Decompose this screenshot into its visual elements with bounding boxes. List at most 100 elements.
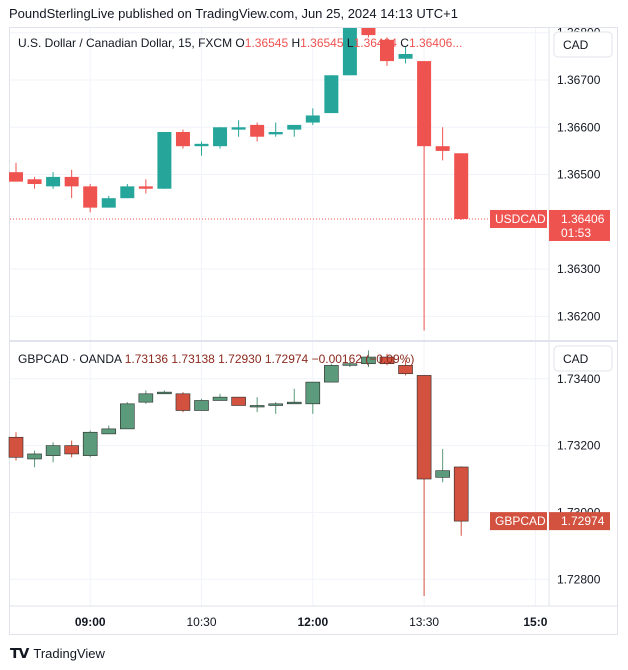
- candle-body: [417, 61, 432, 147]
- candle-body: [157, 132, 172, 189]
- currency-label: CAD: [563, 38, 589, 52]
- candle-body: [324, 75, 339, 114]
- candle-body: [305, 115, 320, 123]
- last-price-value: 1.72974: [561, 514, 605, 528]
- symbol-tag: [490, 209, 547, 228]
- x-tick-label: 10:30: [186, 615, 216, 629]
- legend-label: C: [397, 36, 409, 50]
- candle-body: [101, 428, 117, 435]
- candle-body: [194, 400, 209, 411]
- legend-value: 1.36545: [245, 36, 289, 50]
- candle-body: [64, 445, 79, 455]
- legend-name: U.S. Dollar / Canadian Dollar, 15, FXCM: [18, 36, 232, 50]
- last-price-value: 1.36406: [561, 212, 605, 226]
- candle-body: [361, 356, 376, 365]
- legend-label: L: [344, 36, 354, 50]
- time-axis-corner: [549, 607, 617, 634]
- legend-label: O: [232, 36, 245, 50]
- candle-body: [380, 39, 394, 62]
- candle-body: [231, 127, 246, 130]
- candle-body: [175, 132, 190, 147]
- y-tick-label: 1.36600: [557, 120, 601, 134]
- candle-body: [194, 143, 209, 147]
- y-tick-label: 1.73200: [557, 439, 601, 453]
- candle-body: [231, 396, 246, 406]
- y-tick-label: 1.72800: [557, 572, 601, 586]
- candle-body: [138, 186, 153, 189]
- candle-body: [82, 431, 98, 456]
- candle-body: [268, 132, 283, 135]
- candle-body: [416, 375, 432, 480]
- chart-frame: [9, 27, 618, 635]
- currency-button: [553, 31, 613, 58]
- candle-body: [342, 28, 357, 76]
- legend-value: 1.36545: [300, 36, 344, 50]
- candle-body: [27, 179, 42, 184]
- footer-brand[interactable]: TradingView: [33, 646, 105, 661]
- candle-body: [212, 396, 228, 401]
- candle-body: [213, 127, 228, 147]
- symbol-tag: [490, 512, 547, 531]
- y-tick-label: 1.36700: [557, 73, 601, 87]
- tradingview-logo-icon[interactable]: 𝗧𝗩: [10, 645, 29, 661]
- legend-value: 1.73138: [168, 352, 215, 366]
- candle-body: [45, 445, 61, 456]
- candle-body: [453, 466, 469, 522]
- candle-body: [268, 403, 284, 406]
- legend-value: −0.00162 (−0.09%): [308, 352, 414, 366]
- candle-body: [9, 172, 23, 182]
- legend-value: 1.73136: [121, 352, 168, 366]
- legend-value: 1.72930: [215, 352, 262, 366]
- candle-body: [435, 470, 450, 478]
- legend-name: GBPCAD · OANDA: [18, 352, 122, 366]
- candle-body: [379, 356, 395, 365]
- symbol-tag-label: GBPCAD: [495, 514, 546, 528]
- candle-body: [361, 28, 376, 36]
- candle-body: [398, 365, 413, 375]
- bar-countdown: 01:53: [561, 226, 591, 240]
- candle-body: [64, 176, 79, 187]
- candle-body: [83, 186, 98, 208]
- last-price-tag: [549, 209, 610, 241]
- candle-body: [138, 393, 154, 403]
- candle-body: [342, 363, 358, 366]
- y-tick-label: 1.36200: [557, 309, 601, 323]
- candle-body: [120, 403, 135, 430]
- publisher-line: PoundSterlingLive published on TradingVi…: [9, 6, 458, 21]
- legend-value: 1.36404: [354, 36, 398, 50]
- candle-body: [435, 146, 450, 151]
- y-tick-label: 1.36500: [557, 168, 601, 182]
- candle-body: [249, 405, 265, 408]
- x-tick-label: 15:0: [523, 615, 547, 629]
- last-price-tag: [549, 512, 610, 531]
- symbol-tag-label: USDCAD: [495, 212, 546, 226]
- candle-body: [46, 176, 61, 187]
- candle-body: [286, 401, 302, 405]
- legend-value: 1.72974: [262, 352, 309, 366]
- candle-body: [175, 393, 191, 411]
- pane-legend: GBPCAD · OANDA 1.73136 1.73138 1.72930 1…: [18, 352, 414, 366]
- candle-body: [27, 453, 42, 460]
- candle-body: [454, 153, 469, 219]
- chart-area[interactable]: 1.368001.367001.366001.365001.363001.362…: [0, 0, 628, 640]
- candle-body: [157, 391, 172, 395]
- candle-body: [120, 186, 135, 199]
- currency-label: CAD: [563, 352, 589, 366]
- legend-label: H: [288, 36, 300, 50]
- x-tick-label: 12:00: [297, 615, 328, 629]
- footer: 𝗧𝗩 TradingView: [10, 645, 105, 662]
- candle-body: [398, 54, 413, 59]
- candle-body: [250, 124, 265, 137]
- pane-legend: U.S. Dollar / Canadian Dollar, 15, FXCM …: [18, 36, 462, 50]
- y-tick-label: 1.73400: [557, 372, 601, 386]
- candle-body: [101, 198, 116, 208]
- currency-button: [553, 345, 613, 372]
- x-tick-label: 13:30: [409, 615, 439, 629]
- legend-value: 1.36406...: [409, 36, 462, 50]
- x-tick-label: 09:00: [75, 615, 106, 629]
- candle-body: [8, 436, 24, 458]
- candle-body: [324, 365, 339, 383]
- candle-body: [305, 381, 321, 405]
- y-tick-label: 1.36300: [557, 262, 601, 276]
- candle-body: [287, 124, 302, 130]
